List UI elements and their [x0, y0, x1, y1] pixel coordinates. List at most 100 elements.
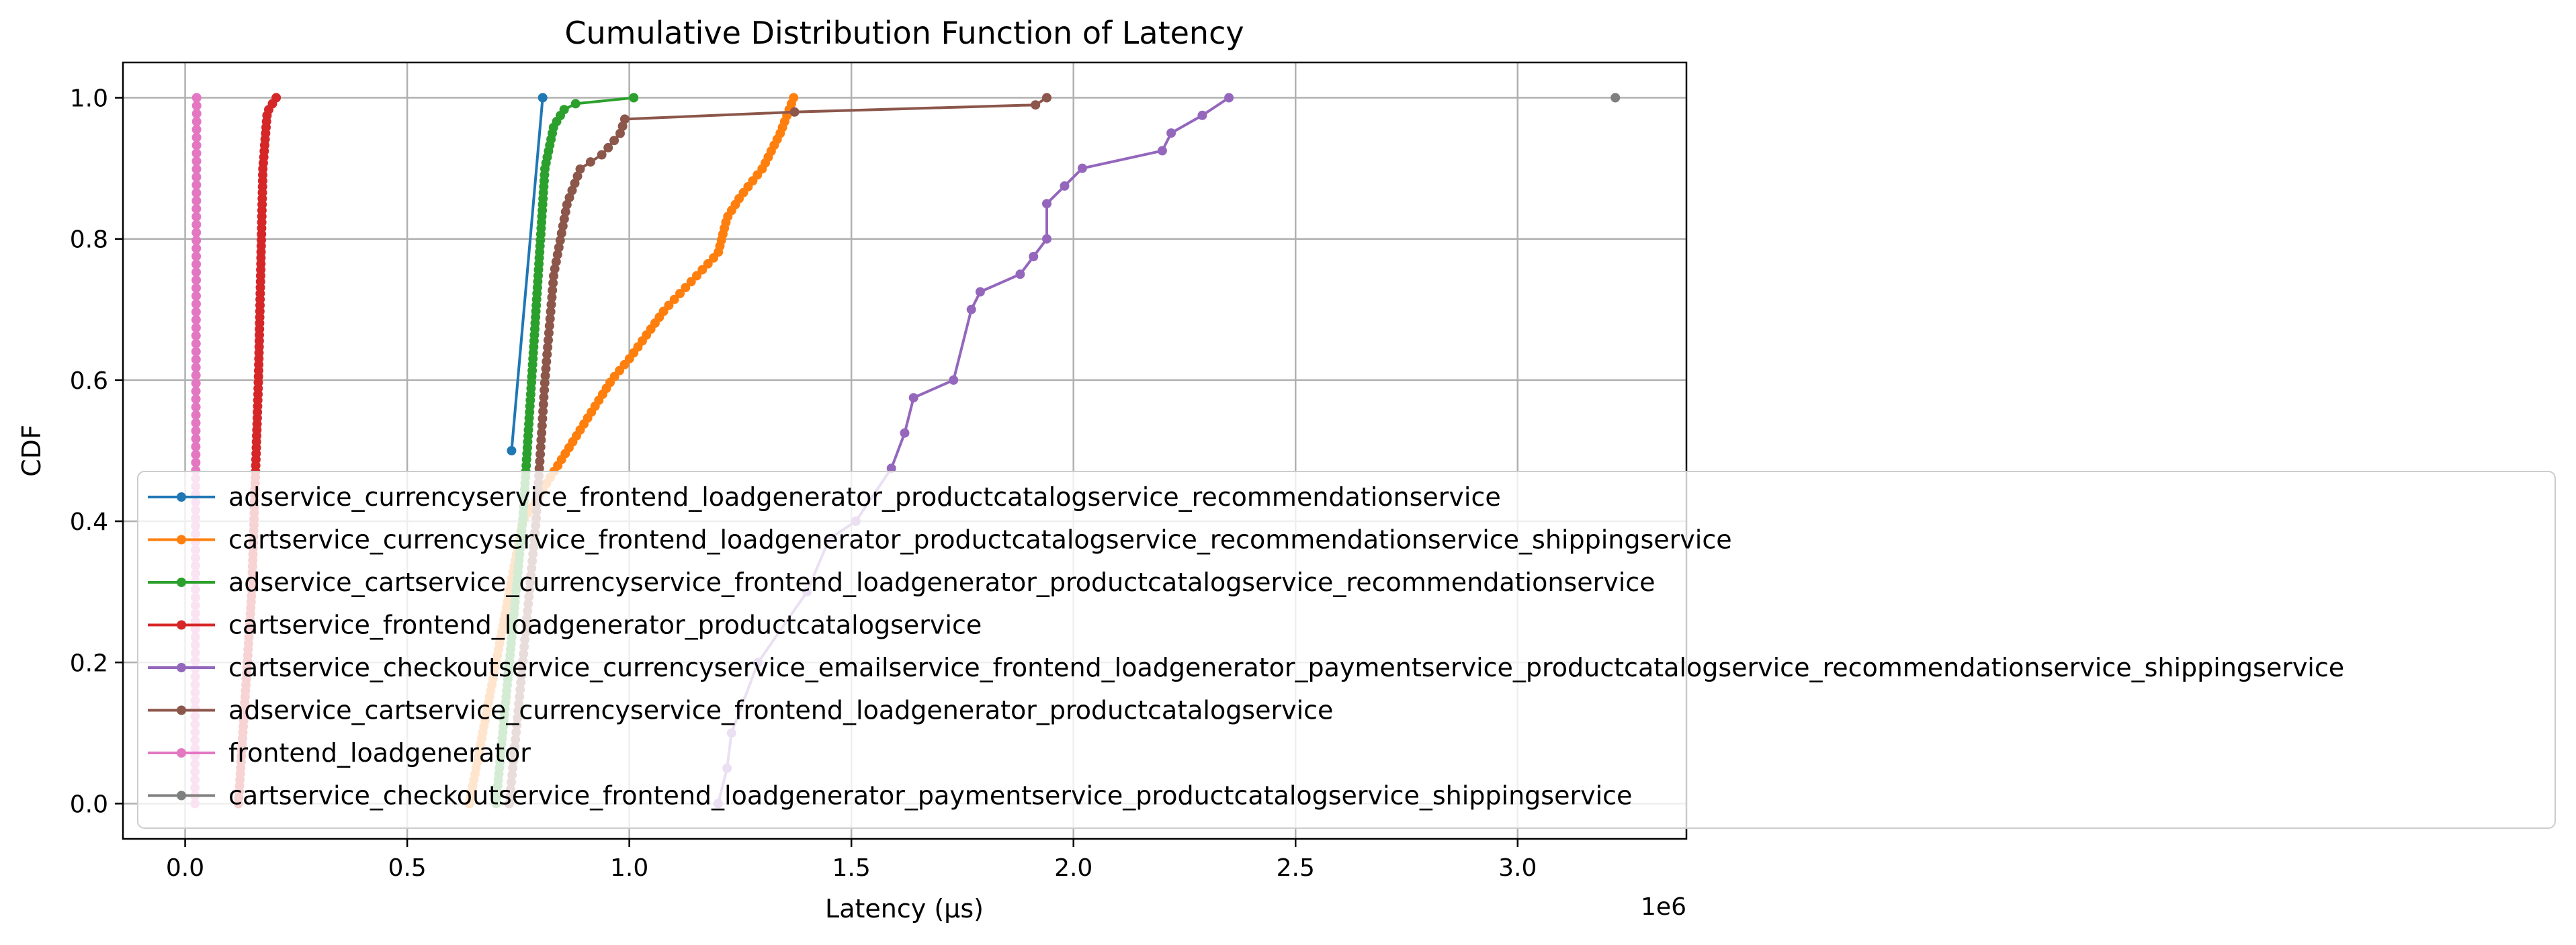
data-point — [191, 220, 202, 230]
series-8 — [1611, 93, 1621, 103]
legend-entry: cartservice_checkoutservice_currencyserv… — [148, 653, 2344, 682]
data-point — [535, 442, 546, 452]
legend-marker — [177, 663, 186, 672]
data-point — [543, 343, 553, 353]
data-point — [191, 394, 201, 404]
data-point — [551, 257, 561, 267]
data-point — [570, 99, 581, 109]
y-tick-label: 1.0 — [70, 85, 108, 113]
data-point — [191, 291, 201, 301]
data-point — [900, 428, 910, 438]
legend-marker — [177, 791, 186, 801]
legend: adservice_currencyservice_frontend_loadg… — [137, 471, 2556, 829]
data-point — [191, 299, 201, 309]
x-tick-label: 3.0 — [1498, 854, 1537, 882]
data-point — [567, 185, 577, 195]
data-point — [570, 178, 580, 188]
data-point — [1015, 269, 1025, 279]
data-point — [271, 93, 282, 103]
legend-label: cartservice_checkoutservice_currencyserv… — [228, 653, 2344, 682]
data-point — [549, 271, 558, 281]
legend-marker — [177, 748, 186, 758]
y-axis-label: CDF — [17, 424, 46, 477]
data-point — [191, 101, 202, 111]
data-point — [692, 271, 701, 281]
data-point — [191, 363, 201, 372]
chart-title: Cumulative Distribution Function of Late… — [564, 15, 1244, 51]
data-point — [191, 378, 201, 388]
data-point — [191, 330, 201, 341]
data-point — [191, 370, 201, 380]
data-point — [546, 300, 556, 310]
data-point — [191, 172, 202, 182]
data-point — [507, 446, 517, 455]
data-point — [544, 321, 554, 331]
data-point — [603, 142, 613, 152]
data-point — [664, 300, 674, 310]
data-point — [544, 328, 554, 338]
data-point — [1042, 199, 1051, 209]
legend-marker — [177, 535, 186, 545]
data-point — [609, 136, 619, 146]
x-tick-label: 1.5 — [832, 854, 871, 882]
data-point — [191, 164, 202, 174]
data-point — [545, 314, 555, 324]
data-point — [1157, 146, 1167, 156]
data-point — [191, 259, 202, 269]
data-point — [1031, 100, 1041, 110]
data-point — [191, 402, 201, 412]
data-point — [1029, 252, 1039, 261]
data-point — [617, 122, 628, 131]
y-tick-label: 0.4 — [70, 508, 108, 536]
legend-entry: adservice_currencyservice_frontend_loadg… — [148, 482, 1501, 512]
data-point — [191, 323, 201, 332]
data-point — [191, 307, 201, 317]
legend-marker — [177, 492, 186, 502]
legend-entry: adservice_cartservice_currencyservice_fr… — [148, 568, 1656, 597]
data-point — [540, 385, 550, 395]
data-point — [191, 457, 201, 467]
data-point — [191, 386, 201, 396]
legend-label: adservice_cartservice_currencyservice_fr… — [228, 696, 1333, 725]
data-point — [966, 304, 976, 314]
data-point — [539, 392, 549, 402]
data-point — [191, 283, 201, 293]
data-point — [191, 315, 201, 325]
data-point — [619, 114, 630, 124]
legend-label: adservice_cartservice_currencyservice_fr… — [228, 568, 1656, 597]
data-point — [191, 132, 202, 142]
legend-label: adservice_currencyservice_frontend_loadg… — [228, 482, 1501, 512]
y-tick-label: 0.6 — [70, 367, 108, 395]
data-point — [540, 378, 550, 388]
y-tick-label: 0.0 — [70, 791, 108, 818]
legend-marker — [177, 705, 186, 715]
data-point — [191, 236, 202, 246]
data-point — [538, 414, 548, 424]
data-point — [191, 251, 202, 261]
data-point — [191, 426, 201, 436]
data-point — [538, 406, 548, 416]
data-point — [562, 199, 572, 210]
data-point — [538, 400, 548, 409]
data-point — [548, 285, 558, 296]
legend-entry: cartservice_frontend_loadgenerator_produ… — [148, 611, 982, 640]
data-point — [949, 375, 959, 385]
data-point — [669, 294, 679, 304]
data-point — [560, 207, 570, 217]
data-point — [191, 442, 201, 452]
data-point — [191, 188, 202, 198]
x-axis-label: Latency (µs) — [825, 894, 984, 924]
data-point — [559, 105, 569, 115]
data-point — [191, 180, 202, 190]
legend-box — [137, 471, 2556, 829]
legend-entry: adservice_cartservice_currencyservice_fr… — [148, 696, 1333, 725]
data-point — [703, 259, 713, 269]
data-point — [1197, 110, 1207, 120]
plot-frame — [122, 61, 1688, 840]
y-tick-label: 0.2 — [70, 649, 108, 677]
data-point — [537, 428, 547, 438]
data-point — [191, 148, 202, 159]
data-point — [191, 196, 202, 206]
data-point — [908, 393, 918, 403]
